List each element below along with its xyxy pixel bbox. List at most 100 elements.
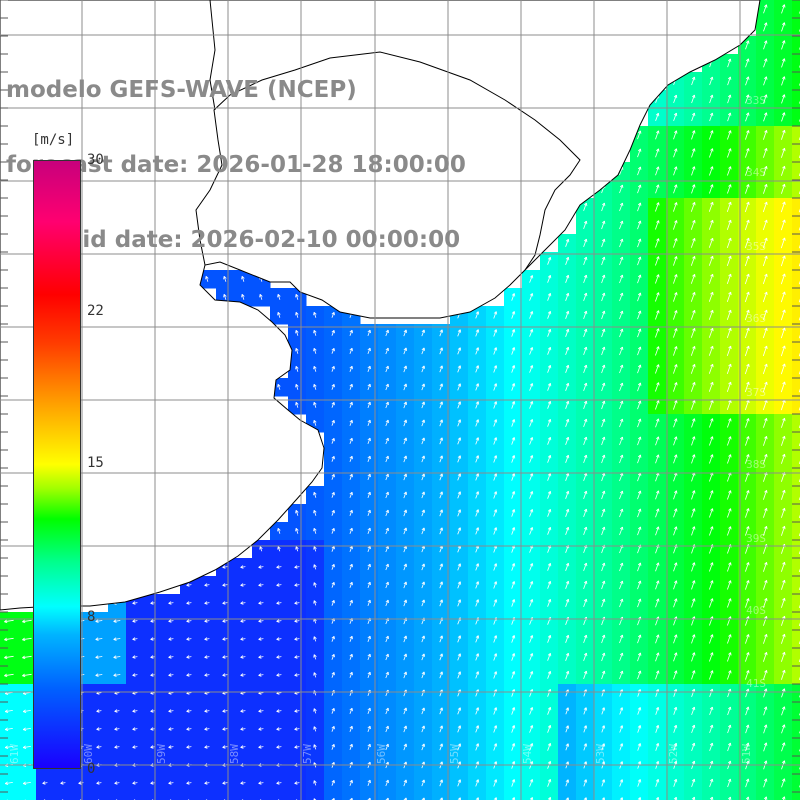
wind-arrow [673, 166, 678, 176]
wind-arrow [690, 255, 696, 266]
wind-cell [702, 792, 721, 800]
wind-arrow [547, 274, 552, 283]
wind-arrow [475, 365, 480, 373]
wind-arrow [708, 237, 714, 248]
wind-cell [648, 792, 667, 800]
wind-cell [792, 414, 800, 433]
lat-label: 39S [746, 532, 766, 545]
wind-cell [306, 792, 325, 800]
wind-arrow [493, 311, 498, 319]
colorbar-tick-8: 8 [87, 609, 96, 625]
wind-arrow [709, 184, 714, 194]
model-name: modelo GEFS-WAVE (NCEP) [6, 77, 357, 103]
wind-arrow [547, 256, 552, 265]
wind-arrow [727, 112, 732, 122]
wind-arrow [709, 148, 714, 158]
wind-cell [792, 270, 800, 289]
wind-arrow [744, 309, 750, 321]
wind-cell [792, 522, 800, 541]
wind-arrow [655, 310, 660, 320]
wind-arrow [726, 309, 732, 321]
wind-arrow [529, 365, 534, 373]
wind-cell [792, 504, 800, 523]
wind-arrow [601, 274, 606, 284]
wind-arrow [439, 383, 443, 391]
wind-arrow [511, 383, 516, 391]
wind-arrow [493, 401, 498, 409]
wind-arrow [385, 401, 389, 409]
wind-arrow [565, 310, 570, 319]
wind-arrow [511, 347, 516, 355]
wind-cell [792, 360, 800, 379]
wind-arrow [475, 383, 480, 391]
wind-arrow [763, 112, 768, 122]
wind-cell [432, 792, 451, 800]
wind-cell [144, 792, 163, 800]
lon-label: 59W [155, 744, 168, 764]
wind-arrow [403, 347, 407, 355]
wind-arrow [565, 238, 570, 247]
wind-arrow [313, 348, 317, 354]
wind-arrow [691, 130, 696, 140]
wind-arrow [529, 275, 534, 283]
wind-arrow [655, 238, 660, 248]
wind-arrow [781, 40, 786, 50]
wind-arrow [583, 292, 588, 302]
wind-arrow [601, 256, 606, 266]
wind-arrow [673, 202, 678, 212]
wind-arrow [763, 58, 768, 68]
wind-cell [792, 180, 800, 199]
wind-arrow [691, 166, 696, 176]
wind-arrow [637, 328, 642, 338]
wind-arrow [762, 381, 768, 393]
wind-arrow [637, 256, 642, 266]
wind-arrow [673, 328, 678, 338]
wind-arrow [439, 365, 443, 373]
wind-arrow [745, 112, 750, 122]
colorbar-tick-30: 30 [87, 152, 104, 168]
wind-cell [360, 792, 379, 800]
wind-arrow [475, 329, 480, 337]
wind-cell [270, 792, 289, 800]
wind-arrow [763, 130, 768, 140]
wind-arrow [744, 327, 750, 339]
wind-arrow [547, 346, 552, 355]
wind-arrow [637, 364, 642, 374]
wind-arrow [457, 383, 462, 391]
wind-arrow [637, 202, 642, 212]
wind-cell [792, 486, 800, 505]
wind-arrow [745, 166, 750, 176]
wind-arrow [655, 256, 660, 266]
wind-arrow [708, 327, 714, 338]
wind-arrow [673, 382, 678, 392]
wind-cell [234, 792, 253, 800]
wind-arrow [403, 365, 407, 373]
wind-arrow [744, 201, 750, 213]
wind-cell [396, 792, 415, 800]
wind-arrow [205, 276, 209, 282]
wind-arrow [762, 327, 768, 339]
wind-arrow [331, 347, 335, 354]
wind-arrow [745, 58, 750, 68]
wind-cell [792, 144, 800, 163]
wind-arrow [619, 346, 624, 356]
wind-cell [792, 54, 800, 73]
wind-arrow [637, 310, 642, 320]
wind-arrow [565, 346, 570, 355]
wind-arrow [385, 383, 389, 391]
wind-arrow [673, 130, 678, 140]
wind-arrow [619, 202, 624, 212]
wind-arrow [780, 237, 786, 249]
wind-arrow [744, 219, 750, 231]
wind-cell [738, 792, 757, 800]
wind-arrow [780, 255, 786, 267]
wind-arrow [690, 291, 696, 302]
wind-cell [792, 468, 800, 487]
wind-arrow [259, 294, 263, 300]
wind-arrow [727, 130, 732, 140]
wind-cell [162, 792, 181, 800]
wind-arrow [655, 220, 660, 230]
wind-cell [792, 306, 800, 325]
wind-arrow [762, 345, 768, 357]
wind-arrow [708, 273, 714, 284]
